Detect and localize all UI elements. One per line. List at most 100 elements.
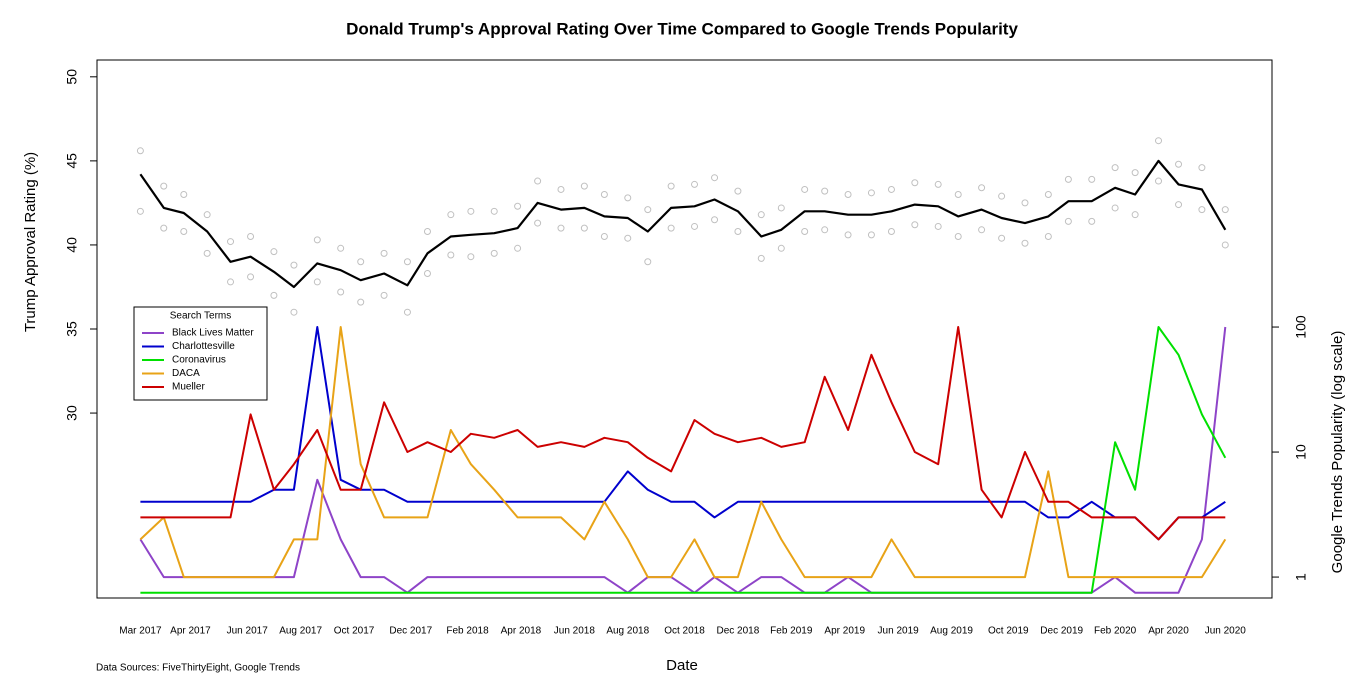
approval-point [380, 249, 388, 257]
approval-point [821, 187, 829, 195]
approval-point [447, 251, 455, 259]
x-tick-label: Jun 2020 [1205, 626, 1247, 637]
x-tick-label: Apr 2018 [501, 626, 542, 637]
legend-label: Black Lives Matter [172, 328, 254, 339]
x-tick-label: Dec 2017 [389, 626, 432, 637]
x-tick-label: Jun 2019 [878, 626, 920, 637]
approval-point [801, 185, 809, 193]
x-tick-label: Oct 2017 [334, 626, 375, 637]
approval-point [270, 291, 278, 299]
approval-point [954, 233, 962, 241]
approval-point [911, 221, 919, 229]
approval-point [691, 222, 699, 230]
y2-tick-label: 100 [1293, 315, 1309, 339]
approval-point [203, 249, 211, 257]
approval-point [1044, 233, 1052, 241]
approval-point [757, 254, 765, 262]
approval-point [514, 244, 522, 252]
approval-line [139, 159, 1227, 289]
trend-line [140, 326, 1226, 541]
approval-point [247, 273, 255, 281]
approval-point [580, 182, 588, 190]
x-tick-label: Mar 2017 [119, 626, 162, 637]
legend-label: Coronavirus [172, 355, 226, 366]
y2-tick-label: 10 [1293, 444, 1309, 460]
y-axis-label: Trump Approval Rating (%) [22, 152, 39, 332]
x-axis-label: Date [666, 657, 698, 674]
approval-point [357, 258, 365, 266]
approval-point [777, 244, 785, 252]
x-tick-label: Aug 2018 [606, 626, 649, 637]
approval-point [844, 231, 852, 239]
approval-point [180, 191, 188, 198]
y-tick-label: 45 [64, 153, 80, 169]
x-tick-label: Oct 2019 [988, 626, 1029, 637]
approval-point [624, 194, 632, 202]
approval-point [290, 261, 298, 269]
legend-label: DACA [172, 368, 200, 379]
approval-point [160, 182, 168, 190]
approval-point [580, 224, 588, 232]
approval-point [934, 180, 942, 188]
approval-point [313, 278, 321, 286]
x-tick-label: Feb 2020 [1094, 626, 1137, 637]
approval-point [557, 224, 565, 232]
approval-point [423, 227, 431, 235]
approval-point [644, 258, 652, 266]
approval-point [203, 211, 211, 219]
trend-line [139, 326, 1227, 594]
x-tick-label: Feb 2019 [770, 626, 813, 637]
approval-point [998, 192, 1006, 200]
y-tick-label: 35 [64, 321, 80, 337]
approval-point [380, 291, 388, 299]
plot-layer [136, 137, 1229, 594]
x-tick-label: Apr 2020 [1148, 626, 1189, 637]
approval-point [1111, 204, 1119, 212]
x-tick-label: Dec 2018 [717, 626, 760, 637]
approval-point [667, 224, 675, 232]
approval-point [1021, 239, 1029, 247]
approval-point [247, 233, 255, 241]
x-tick-label: Aug 2017 [279, 626, 322, 637]
approval-point [734, 227, 742, 235]
approval-point [887, 227, 895, 235]
approval-point [357, 298, 365, 306]
approval-point [313, 236, 321, 244]
approval-point [403, 258, 411, 266]
approval-point [514, 202, 522, 210]
y-tick-label: 50 [64, 69, 80, 85]
approval-point [667, 182, 675, 190]
approval-point [1131, 211, 1139, 219]
approval-point [844, 191, 852, 198]
approval-point [1064, 175, 1072, 183]
y2-tick-label: 1 [1293, 573, 1309, 581]
approval-point [1221, 241, 1229, 249]
x-tick-label: Dec 2019 [1040, 626, 1083, 637]
x-tick-label: Apr 2017 [170, 626, 211, 637]
approval-point [180, 227, 188, 235]
approval-point [911, 179, 919, 187]
chart-title: Donald Trump's Approval Rating Over Time… [346, 19, 1018, 38]
approval-point [954, 191, 962, 198]
approval-point [867, 231, 875, 239]
approval-point [978, 184, 986, 192]
approval-point [1088, 175, 1096, 183]
approval-point [1175, 201, 1183, 209]
approval-point [600, 233, 608, 241]
y-tick-label: 40 [64, 237, 80, 253]
approval-point [867, 189, 875, 197]
approval-point [160, 224, 168, 232]
approval-point [403, 308, 411, 316]
x-tick-label: Oct 2018 [664, 626, 705, 637]
approval-point [136, 207, 144, 215]
approval-point [1155, 177, 1163, 185]
y2-axis-label: Google Trends Popularity (log scale) [1329, 331, 1346, 574]
approval-point [337, 288, 345, 296]
approval-point [644, 206, 652, 214]
trend-line [139, 326, 1227, 579]
approval-point [1111, 164, 1119, 172]
approval-point [490, 249, 498, 257]
approval-point [624, 234, 632, 242]
approval-point [557, 185, 565, 193]
